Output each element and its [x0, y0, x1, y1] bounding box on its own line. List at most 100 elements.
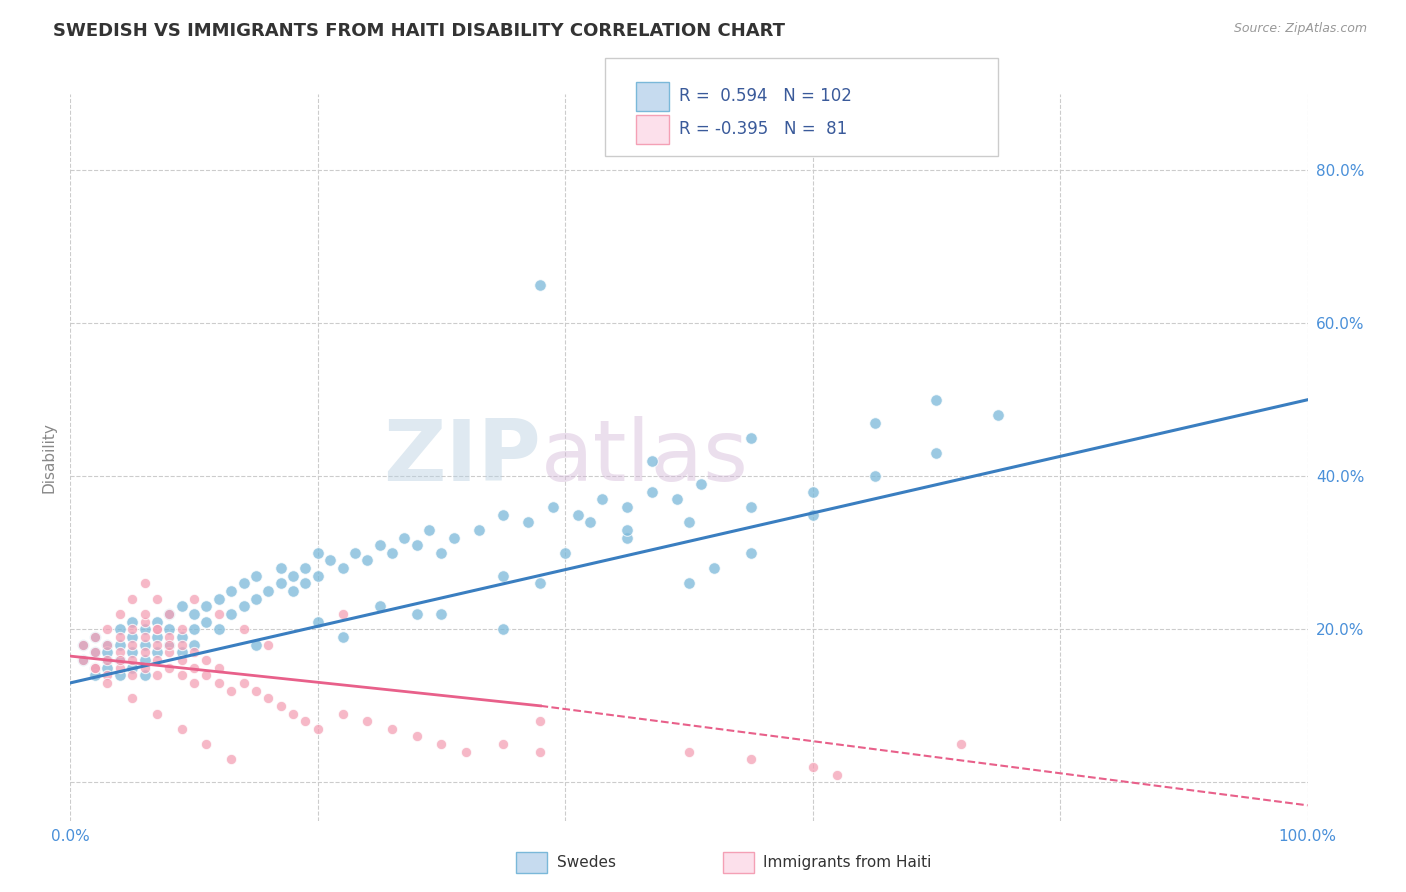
Point [208, 623, 231, 637]
Point [134, 668, 156, 682]
Point [616, 523, 638, 537]
Point [146, 630, 169, 644]
Point [170, 653, 193, 667]
Point [157, 638, 180, 652]
Point [740, 546, 762, 560]
Text: Swedes: Swedes [557, 855, 616, 870]
Point [690, 477, 713, 491]
Point [72, 653, 94, 667]
Point [430, 737, 453, 751]
Point [517, 515, 540, 529]
Point [319, 553, 342, 567]
Point [146, 615, 169, 629]
Point [219, 584, 242, 599]
Point [307, 722, 329, 736]
Point [183, 676, 205, 690]
Point [567, 508, 589, 522]
Point [405, 538, 427, 552]
Point [170, 668, 193, 682]
Point [146, 645, 169, 659]
Point [84, 660, 107, 674]
Point [801, 760, 824, 774]
Y-axis label: Disability: Disability [41, 422, 56, 492]
Point [332, 561, 354, 575]
Point [84, 668, 107, 682]
Point [492, 568, 515, 582]
Point [121, 638, 143, 652]
Point [96, 668, 118, 682]
Point [232, 623, 254, 637]
Point [84, 660, 107, 674]
Point [430, 546, 453, 560]
Point [134, 615, 156, 629]
Point [541, 500, 564, 514]
Point [257, 584, 280, 599]
Point [195, 653, 218, 667]
Point [270, 698, 292, 713]
Text: R = -0.395   N =  81: R = -0.395 N = 81 [679, 120, 848, 138]
Point [170, 638, 193, 652]
Point [492, 737, 515, 751]
Point [332, 607, 354, 621]
Text: atlas: atlas [540, 416, 748, 499]
Point [245, 568, 267, 582]
Point [529, 745, 551, 759]
Point [863, 416, 886, 430]
Text: Immigrants from Haiti: Immigrants from Haiti [763, 855, 932, 870]
Point [307, 615, 329, 629]
Point [96, 638, 118, 652]
Point [134, 645, 156, 659]
Point [307, 546, 329, 560]
Point [208, 607, 231, 621]
Text: ZIP: ZIP [382, 416, 540, 499]
Point [245, 591, 267, 606]
Point [641, 484, 664, 499]
Point [381, 722, 404, 736]
Point [146, 653, 169, 667]
Point [740, 500, 762, 514]
Point [863, 469, 886, 483]
Point [96, 653, 118, 667]
Point [232, 676, 254, 690]
Point [108, 630, 131, 644]
Point [529, 277, 551, 292]
Point [368, 599, 391, 614]
Point [108, 653, 131, 667]
Point [183, 645, 205, 659]
Point [925, 446, 948, 460]
Point [170, 599, 193, 614]
Point [157, 607, 180, 621]
Point [96, 623, 118, 637]
Point [554, 546, 576, 560]
Point [121, 653, 143, 667]
Point [157, 638, 180, 652]
Point [740, 431, 762, 445]
Point [356, 553, 378, 567]
Point [529, 714, 551, 728]
Point [121, 691, 143, 706]
Point [195, 599, 218, 614]
Point [108, 653, 131, 667]
Point [195, 615, 218, 629]
Point [394, 531, 416, 545]
Point [146, 623, 169, 637]
Point [456, 745, 478, 759]
Point [84, 630, 107, 644]
Point [96, 660, 118, 674]
Point [146, 706, 169, 721]
Point [219, 683, 242, 698]
Point [72, 653, 94, 667]
Point [96, 676, 118, 690]
Point [157, 660, 180, 674]
Point [294, 576, 316, 591]
Point [801, 508, 824, 522]
Point [245, 638, 267, 652]
Point [84, 645, 107, 659]
Point [232, 599, 254, 614]
Point [183, 591, 205, 606]
Point [616, 531, 638, 545]
Point [443, 531, 465, 545]
Point [121, 660, 143, 674]
Point [208, 676, 231, 690]
Point [134, 576, 156, 591]
